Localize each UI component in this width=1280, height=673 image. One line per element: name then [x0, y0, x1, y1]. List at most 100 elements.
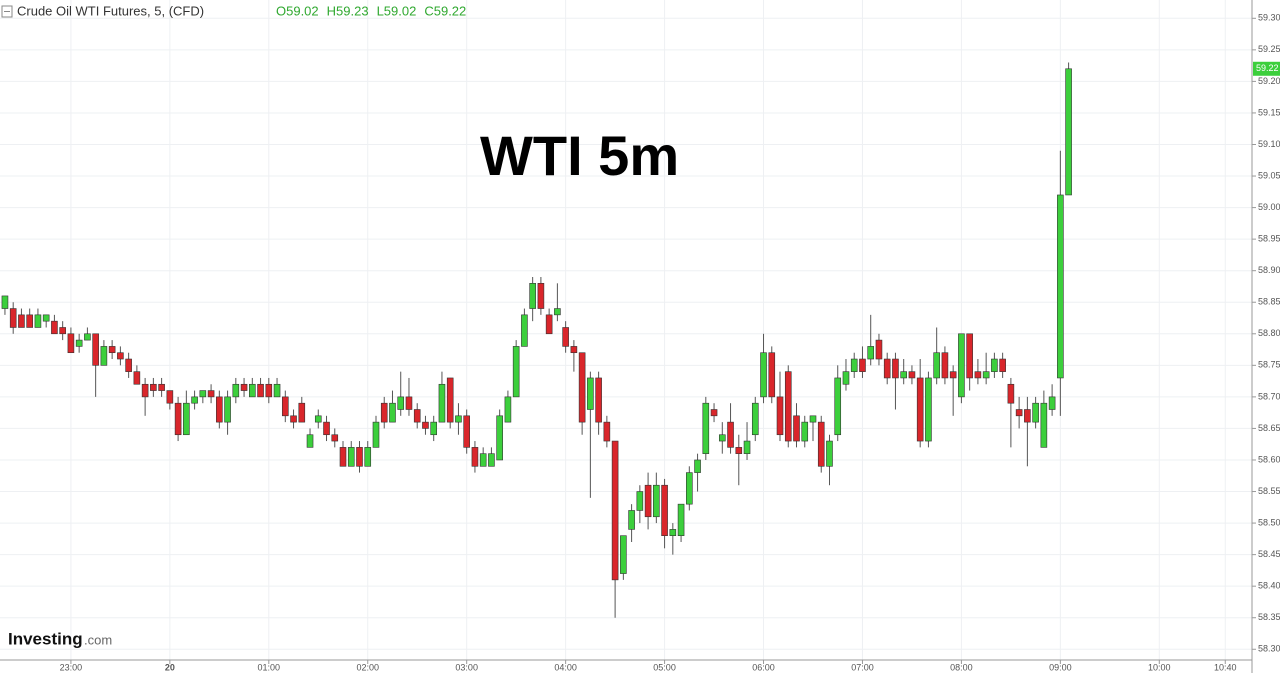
candle-body [817, 421, 825, 467]
candle-body [933, 352, 940, 379]
candle-body [562, 327, 569, 347]
ohlc-legend-item: H59.23 [327, 3, 369, 18]
candle-body [117, 352, 124, 360]
candle-body [809, 415, 817, 423]
candle-body [768, 352, 776, 398]
candle-body [537, 283, 545, 309]
candle-body [653, 484, 660, 518]
candle-body [1040, 402, 1048, 448]
candle-body [51, 320, 58, 335]
candle-body [603, 421, 611, 442]
candle-body [702, 402, 710, 454]
candle-body [512, 346, 520, 398]
y-tick-label: 59.15 [1258, 107, 1280, 117]
y-tick-label: 58.85 [1258, 297, 1280, 307]
candles [1, 62, 1072, 618]
ohlc-legend-item: C59.22 [424, 3, 466, 18]
candle-body [982, 371, 990, 379]
grid [0, 0, 1252, 660]
candle-body [298, 402, 306, 423]
x-tick-label: 10:00 [1148, 662, 1171, 672]
x-tick-label: 09:00 [1049, 662, 1072, 672]
candle-body [397, 396, 405, 410]
candle-body [826, 440, 833, 467]
candle-body [9, 308, 17, 328]
candle-body [405, 396, 413, 410]
candle-body [999, 358, 1006, 372]
candle-body [224, 396, 231, 423]
candle-body [150, 383, 157, 391]
ohlc-legend-item: O59.02 [276, 3, 319, 18]
last-price-box [1253, 61, 1280, 76]
y-tick-label: 58.30 [1258, 644, 1280, 654]
y-tick-label: 59.20 [1258, 76, 1280, 86]
candle-body [883, 358, 891, 379]
candle-body [67, 333, 75, 354]
candle-body [850, 358, 858, 372]
candle-body [42, 314, 50, 322]
candle-body [875, 339, 883, 360]
candle-body [1065, 68, 1072, 196]
candle-body [949, 371, 957, 379]
candle-body [141, 383, 149, 398]
y-tick-label: 58.50 [1258, 517, 1280, 527]
candle-body [735, 447, 743, 454]
candle-body [232, 383, 240, 398]
candle-body [290, 415, 297, 423]
candle-body [183, 402, 190, 436]
x-tick-label: 10:40 [1214, 662, 1237, 672]
candle-body [323, 421, 330, 436]
symbol-title: Crude Oil WTI Futures, 5, (CFD) [17, 3, 204, 18]
candle-body [108, 346, 116, 354]
candle-body [661, 484, 668, 536]
candle-body [158, 383, 165, 391]
y-tick-label: 59.05 [1258, 170, 1280, 180]
candle-body [1015, 409, 1023, 417]
candle-body [347, 447, 355, 467]
y-tick-label: 59.10 [1258, 139, 1280, 149]
candle-body [974, 371, 982, 379]
candle-body [446, 377, 454, 423]
candle-body [760, 352, 767, 398]
y-tick-label: 58.40 [1258, 581, 1280, 591]
candle-body [380, 402, 388, 423]
candle-body [867, 346, 875, 360]
x-tick-label: 01:00 [258, 662, 281, 672]
candle-body [611, 440, 619, 581]
candle-body [776, 396, 784, 436]
candle-body [1, 295, 9, 309]
candle-body [793, 415, 800, 442]
candle-body [1032, 402, 1039, 423]
x-tick-label: 20 [165, 662, 175, 672]
collapse-icon[interactable] [1, 5, 13, 18]
candle-body [1048, 396, 1056, 410]
x-tick-label: 04:00 [554, 662, 577, 672]
candle-body [916, 377, 924, 442]
candle-body [958, 333, 965, 398]
candle-body [644, 484, 652, 518]
candle-body [636, 491, 644, 511]
x-tick-label: 23:00 [60, 662, 83, 672]
candle-body [356, 447, 363, 467]
candle-body [438, 383, 446, 423]
candle-body [339, 447, 347, 467]
candle-body [422, 421, 429, 429]
x-tick-label: 07:00 [851, 662, 874, 672]
candle-body [257, 383, 264, 398]
x-tick-label: 05:00 [653, 662, 676, 672]
candle-body [479, 453, 487, 467]
x-tick-label: 06:00 [752, 662, 775, 672]
candle-body [18, 314, 25, 328]
candle-body [26, 314, 33, 328]
candle-body [281, 396, 289, 417]
x-tick-label: 08:00 [950, 662, 973, 672]
y-tick-label: 58.80 [1258, 328, 1280, 338]
candle-body [686, 472, 693, 505]
y-tick-label: 58.70 [1258, 391, 1280, 401]
candle-body [463, 415, 470, 448]
candle-body [100, 346, 108, 366]
annotation: WTI 5m [480, 124, 679, 187]
candle-body [545, 314, 553, 335]
candle-body [471, 447, 479, 467]
